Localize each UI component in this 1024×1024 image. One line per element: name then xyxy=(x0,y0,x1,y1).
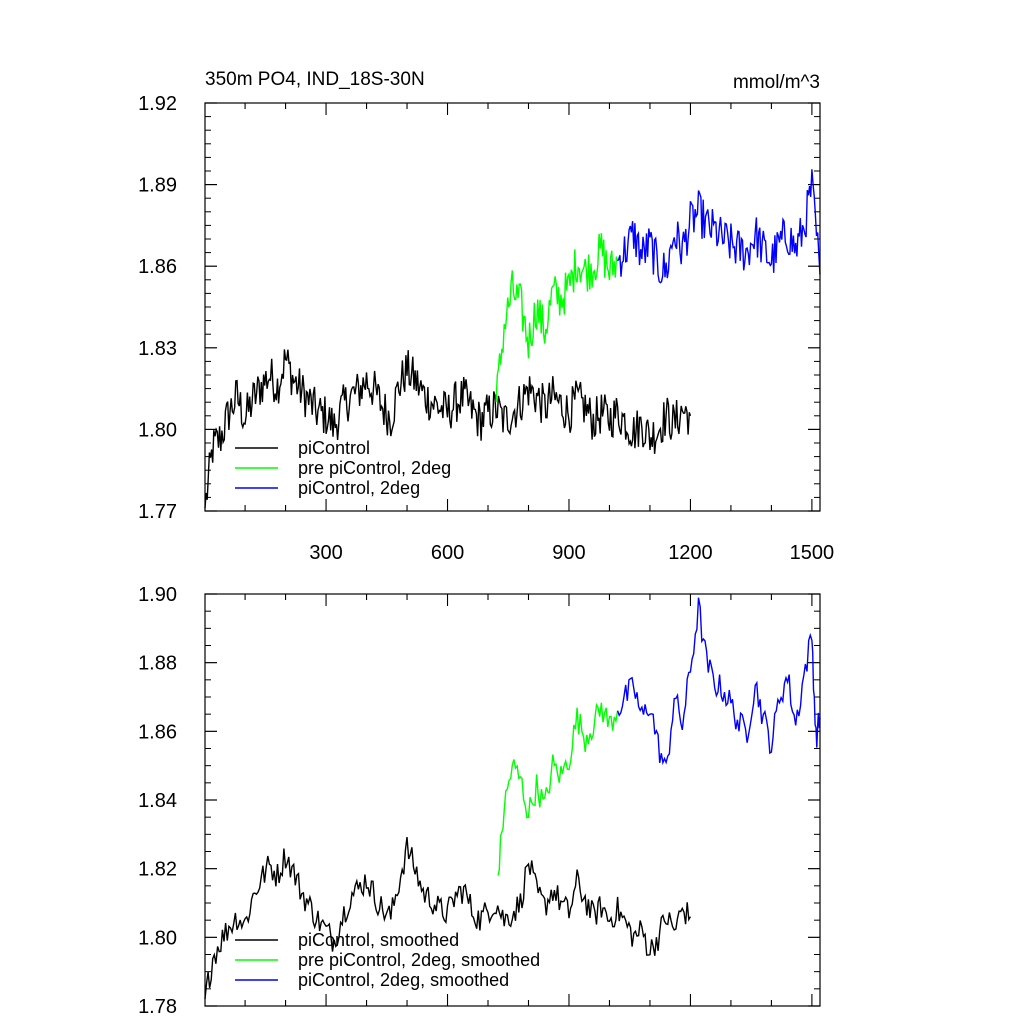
bottom-series-lines xyxy=(204,597,821,1000)
series-line xyxy=(617,169,821,284)
top-series-lines xyxy=(204,169,821,509)
y-tick-label: 1.92 xyxy=(138,93,177,115)
x-tick-label: 300 xyxy=(309,542,342,564)
y-tick-label: 1.83 xyxy=(138,338,177,360)
series-line xyxy=(497,702,619,876)
legend-label: piControl xyxy=(298,438,370,458)
y-tick-label: 1.84 xyxy=(138,790,177,812)
y-tick-label: 1.82 xyxy=(138,859,177,881)
y-tick-label: 1.78 xyxy=(138,996,177,1018)
x-tick-label: 1200 xyxy=(668,542,713,564)
bottom-ticks: 1.78 1.80 1.82 1.84 1.86 1.88 1.90 xyxy=(138,584,820,1018)
top-panel: 350m PO4, IND_18S-30N mmol/m^3 1.771.801… xyxy=(138,69,834,564)
y-tick-label: 1.90 xyxy=(138,584,177,606)
units-label: mmol/m^3 xyxy=(733,72,820,93)
bottom-plot-frame xyxy=(204,593,821,1007)
top-ticks: 1.77 1.80 1.83 1.86 1.89 1.92 300 600 900 1200 150… xyxy=(138,93,834,564)
legend-label: piControl, 2deg xyxy=(298,478,420,498)
x-tick-label: 900 xyxy=(552,542,585,564)
chart-title: 350m PO4, IND_18S-30N xyxy=(205,69,425,90)
legend-label: piControl, smoothed xyxy=(298,930,459,950)
y-tick-label: 1.88 xyxy=(138,653,177,675)
series-line xyxy=(495,233,619,403)
y-tick-label: 1.80 xyxy=(138,419,177,441)
y-tick-label: 1.89 xyxy=(138,175,177,197)
x-tick-label: 1500 xyxy=(790,542,835,564)
y-tick-label: 1.77 xyxy=(138,501,177,523)
top-plot-frame xyxy=(204,102,821,512)
legend-label: piControl, 2deg, smoothed xyxy=(298,970,509,990)
bottom-panel: 1.78 1.80 1.82 1.84 1.86 1.88 1.90 piControl, … xyxy=(138,584,821,1018)
series-line xyxy=(204,837,692,1000)
y-tick-label: 1.86 xyxy=(138,721,177,743)
legend-label: pre piControl, 2deg, smoothed xyxy=(298,950,540,970)
series-line xyxy=(204,349,692,509)
legend-label: pre piControl, 2deg xyxy=(298,458,451,478)
y-tick-label: 1.86 xyxy=(138,256,177,278)
x-tick-label: 600 xyxy=(431,542,464,564)
y-tick-label: 1.80 xyxy=(138,927,177,949)
series-line xyxy=(616,597,821,766)
